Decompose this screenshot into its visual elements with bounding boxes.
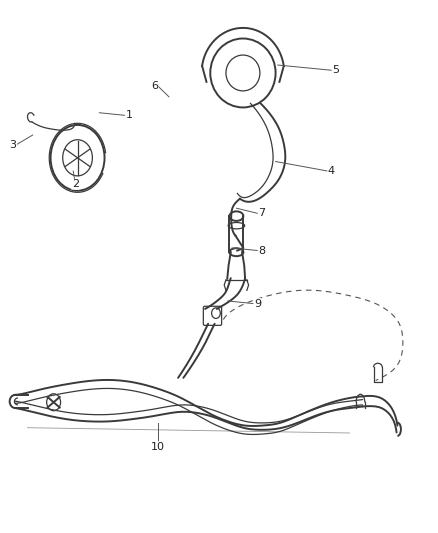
Text: 10: 10 [151,442,165,452]
Text: 4: 4 [328,166,335,176]
Text: 5: 5 [332,66,339,75]
Text: 7: 7 [258,208,265,219]
Text: 8: 8 [258,246,265,256]
Text: 3: 3 [10,140,17,150]
Text: 9: 9 [254,298,261,309]
Text: 2: 2 [72,179,79,189]
Text: 6: 6 [151,81,158,91]
Text: 1: 1 [125,110,132,120]
